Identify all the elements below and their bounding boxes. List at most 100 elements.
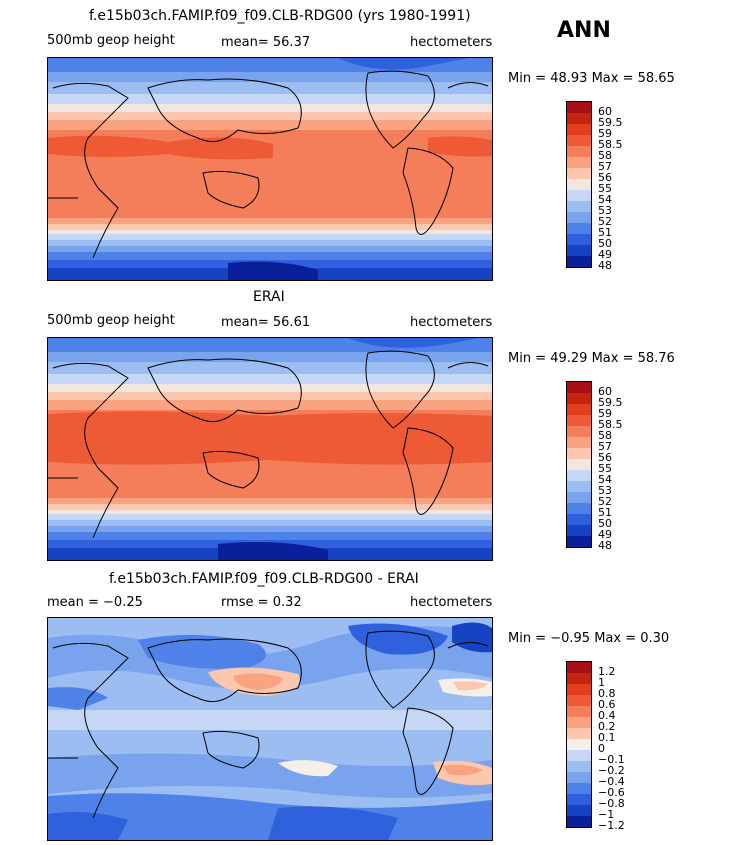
colorbar-swatch	[567, 113, 591, 124]
colorbar-label: 57	[598, 440, 612, 453]
colorbar-swatch	[567, 684, 591, 695]
colorbar-label: −1	[598, 808, 615, 821]
panel-1-map	[47, 57, 493, 281]
colorbar-label: 53	[598, 204, 612, 217]
colorbar-label: 60	[598, 385, 612, 398]
panel-1-colorbar	[566, 101, 592, 268]
colorbar-swatch	[567, 783, 591, 794]
panel-1-variable-label: 500mb geop height	[47, 33, 175, 48]
colorbar-label: 58	[598, 149, 612, 162]
colorbar-label: −0.8	[598, 797, 625, 810]
colorbar-label: 0.1	[598, 731, 616, 744]
colorbar-swatch	[567, 673, 591, 684]
colorbar-label: −0.6	[598, 786, 625, 799]
colorbar-label: 0.4	[598, 709, 616, 722]
colorbar-swatch	[567, 256, 591, 267]
colorbar-swatch	[567, 761, 591, 772]
colorbar-swatch	[567, 706, 591, 717]
colorbar-swatch	[567, 223, 591, 234]
colorbar-label: 57	[598, 160, 612, 173]
colorbar-label: 0.2	[598, 720, 616, 733]
colorbar-swatch	[567, 525, 591, 536]
panel-3-colorbar	[566, 661, 592, 828]
colorbar-label: 0	[598, 742, 605, 755]
colorbar-swatch	[567, 695, 591, 706]
colorbar-swatch	[567, 717, 591, 728]
colorbar-label: 59	[598, 127, 612, 140]
colorbar-swatch	[567, 201, 591, 212]
colorbar-label: 59.5	[598, 116, 623, 129]
panel-1-mean-label: mean= 56.37	[221, 35, 311, 50]
panel-1-units-label: hectometers	[410, 35, 493, 50]
panel-3-map	[47, 617, 493, 841]
panel-3-minmax: Min = −0.95 Max = 0.30	[508, 631, 670, 646]
colorbar-label: 50	[598, 237, 612, 250]
colorbar-label: 54	[598, 473, 612, 486]
colorbar-swatch	[567, 514, 591, 525]
colorbar-swatch	[567, 470, 591, 481]
colorbar-label: 48	[598, 539, 612, 552]
colorbar-label: 48	[598, 259, 612, 272]
colorbar-label: 56	[598, 451, 612, 464]
panel-2-units-label: hectometers	[410, 315, 493, 330]
colorbar-label: 55	[598, 462, 612, 475]
season-label: ANN	[557, 18, 611, 43]
colorbar-label: 0.8	[598, 687, 616, 700]
colorbar-swatch	[567, 662, 591, 673]
colorbar-label: 58	[598, 429, 612, 442]
colorbar-swatch	[567, 245, 591, 256]
colorbar-swatch	[567, 124, 591, 135]
colorbar-swatch	[567, 157, 591, 168]
colorbar-label: 60	[598, 105, 612, 118]
colorbar-swatch	[567, 481, 591, 492]
colorbar-swatch	[567, 816, 591, 827]
panel-3-rmse-label: rmse = 0.32	[221, 595, 302, 610]
colorbar-swatch	[567, 190, 591, 201]
colorbar-label: 56	[598, 171, 612, 184]
colorbar-swatch	[567, 393, 591, 404]
colorbar-swatch	[567, 805, 591, 816]
colorbar-swatch	[567, 459, 591, 470]
colorbar-swatch	[567, 135, 591, 146]
colorbar-swatch	[567, 772, 591, 783]
panel-1-minmax: Min = 48.93 Max = 58.65	[508, 71, 675, 86]
colorbar-label: 51	[598, 506, 612, 519]
colorbar-label: 49	[598, 528, 612, 541]
colorbar-label: 59.5	[598, 396, 623, 409]
colorbar-label: 55	[598, 182, 612, 195]
colorbar-swatch	[567, 426, 591, 437]
colorbar-label: −1.2	[598, 819, 625, 832]
colorbar-swatch	[567, 492, 591, 503]
colorbar-label: 51	[598, 226, 612, 239]
colorbar-swatch	[567, 382, 591, 393]
panel-3-mean-label: mean = −0.25	[47, 595, 143, 610]
colorbar-swatch	[567, 728, 591, 739]
colorbar-swatch	[567, 234, 591, 245]
panel-3-units-label: hectometers	[410, 595, 493, 610]
panel-2-minmax: Min = 49.29 Max = 58.76	[508, 351, 675, 366]
colorbar-label: 49	[598, 248, 612, 261]
colorbar-label: 0.6	[598, 698, 616, 711]
colorbar-swatch	[567, 437, 591, 448]
colorbar-swatch	[567, 448, 591, 459]
colorbar-label: −0.1	[598, 753, 625, 766]
colorbar-swatch	[567, 212, 591, 223]
colorbar-label: 50	[598, 517, 612, 530]
panel-1-title: f.e15b03ch.FAMIP.f09_f09.CLB-RDG00 (yrs …	[89, 8, 471, 24]
colorbar-swatch	[567, 168, 591, 179]
colorbar-label: −0.2	[598, 764, 625, 777]
panel-2-title: ERAI	[253, 289, 285, 305]
panel-3-title: f.e15b03ch.FAMIP.f09_f09.CLB-RDG00 - ERA…	[109, 571, 419, 587]
colorbar-label: 59	[598, 407, 612, 420]
colorbar-swatch	[567, 404, 591, 415]
colorbar-swatch	[567, 794, 591, 805]
panel-2-variable-label: 500mb geop height	[47, 313, 175, 328]
colorbar-swatch	[567, 503, 591, 514]
colorbar-label: 52	[598, 495, 612, 508]
colorbar-swatch	[567, 179, 591, 190]
colorbar-label: 53	[598, 484, 612, 497]
colorbar-label: 1	[598, 676, 605, 689]
colorbar-label: −0.4	[598, 775, 625, 788]
colorbar-label: 52	[598, 215, 612, 228]
colorbar-swatch	[567, 415, 591, 426]
